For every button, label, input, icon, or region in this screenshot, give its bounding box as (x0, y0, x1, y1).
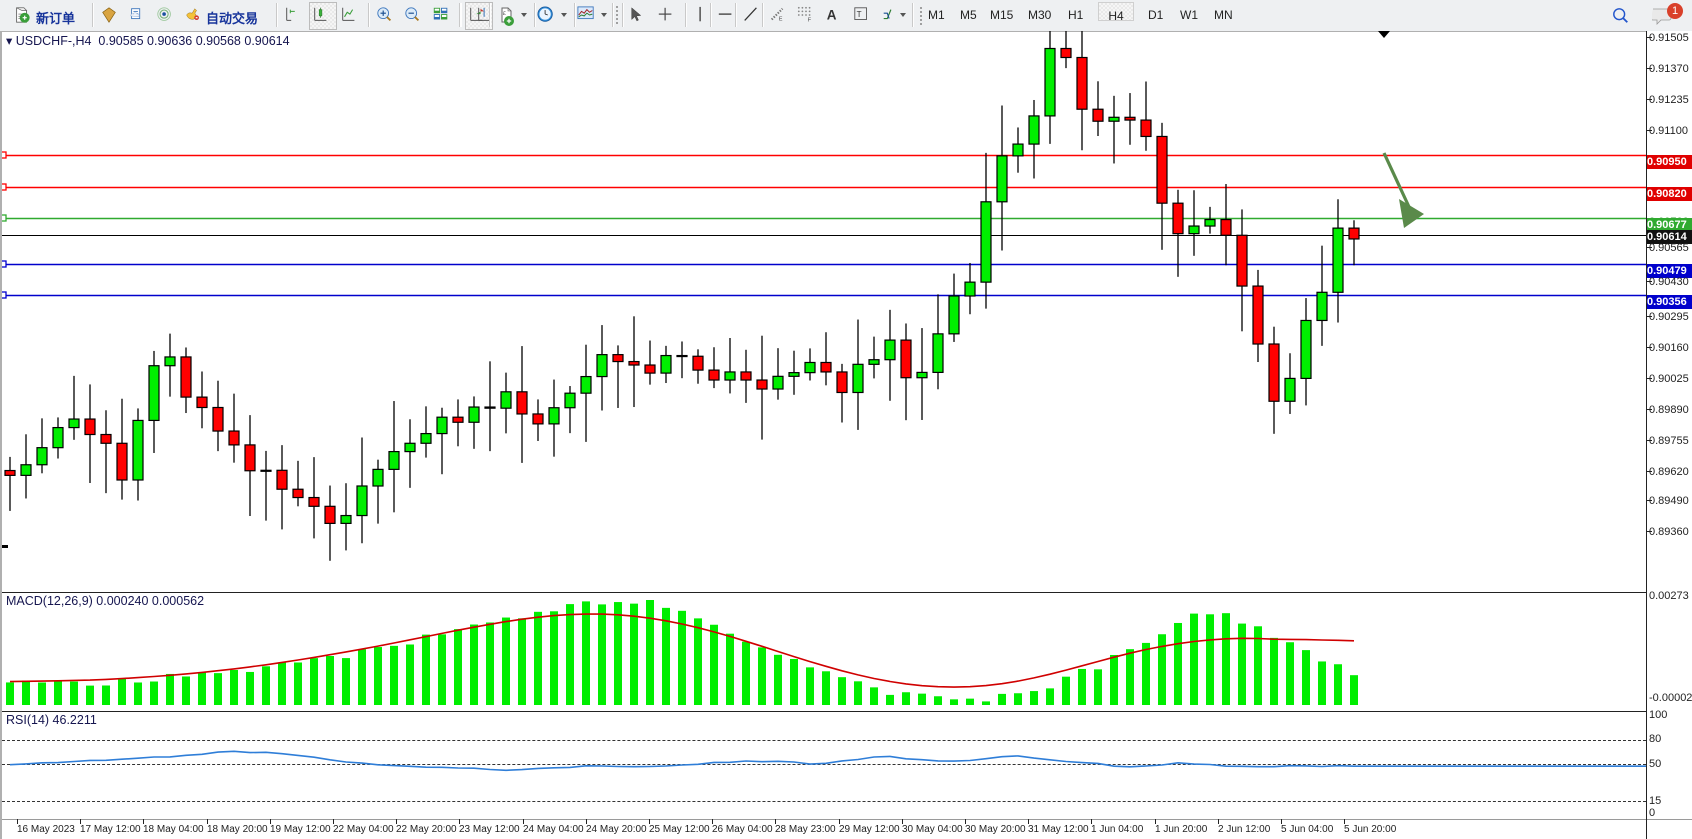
svg-text:E: E (779, 16, 783, 22)
svg-text:A: A (827, 8, 837, 23)
svg-text:T: T (857, 10, 862, 19)
svg-text:£: £ (503, 11, 506, 17)
svg-text:F: F (808, 17, 812, 23)
